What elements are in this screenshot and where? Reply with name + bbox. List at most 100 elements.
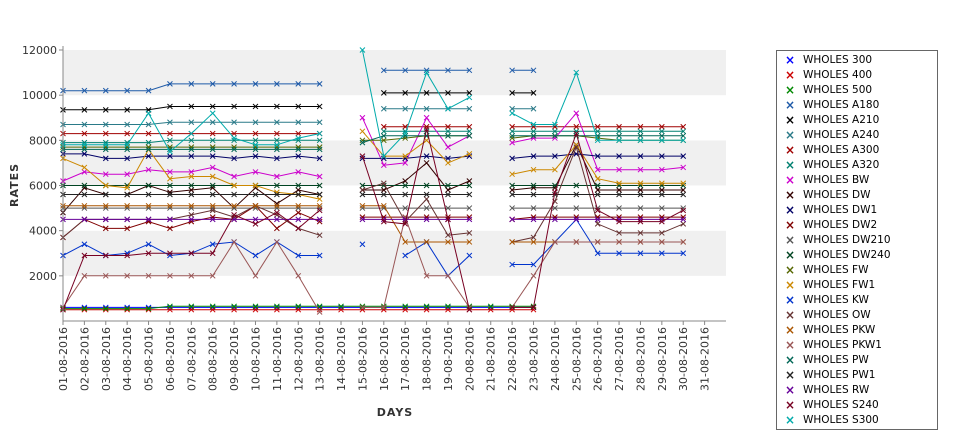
data-point-mark: [680, 191, 687, 198]
data-point-mark: [145, 202, 152, 209]
data-point-mark: [188, 146, 195, 153]
data-point-mark: [466, 105, 473, 112]
data-point: [295, 103, 302, 110]
data-point: [316, 182, 323, 189]
legend-label: WHOLES DW240: [803, 248, 891, 261]
data-point-mark: [380, 187, 387, 193]
data-point-mark: [509, 205, 515, 211]
data-point-mark: [102, 155, 109, 162]
legend-item: × WHOLES PKW1: [777, 337, 937, 352]
data-point-mark: [316, 309, 323, 315]
data-point-mark: [402, 303, 409, 310]
data-point: [445, 67, 451, 74]
data-point-mark: [445, 160, 451, 166]
data-point-mark: [423, 191, 430, 198]
data-point-mark: [359, 153, 366, 159]
legend-marker-icon: ×: [784, 217, 796, 232]
data-point: [252, 272, 259, 279]
data-point-mark: [295, 137, 302, 144]
x-tick-label: 10-08-2016: [249, 327, 262, 391]
data-point-mark: [124, 121, 131, 128]
data-point-mark: [552, 123, 558, 130]
data-point-mark: [680, 123, 687, 130]
data-point-mark: [487, 304, 494, 311]
data-point: [252, 216, 259, 223]
data-point: [423, 303, 430, 310]
data-point: [252, 304, 259, 311]
data-point-mark: [295, 303, 302, 310]
data-point-mark: [81, 272, 88, 279]
data-point-mark: [316, 218, 323, 225]
data-point: [359, 304, 366, 311]
legend-item: × WHOLES S240: [777, 397, 937, 412]
data-point: [445, 191, 451, 198]
data-point-mark: [616, 166, 622, 173]
data-point-mark: [658, 187, 665, 193]
data-point-mark: [509, 261, 515, 268]
data-point: [402, 252, 409, 259]
data-point: [445, 182, 451, 189]
data-point-mark: [445, 105, 451, 112]
data-point-mark: [423, 272, 430, 279]
data-point-mark: [124, 141, 131, 148]
data-point-mark: [316, 144, 323, 150]
data-point: [445, 216, 451, 223]
data-point: [616, 187, 622, 193]
data-point-mark: [231, 119, 237, 126]
data-point-mark: [295, 153, 302, 159]
data-point: [552, 166, 558, 173]
data-point: [188, 146, 195, 153]
data-point-mark: [316, 130, 323, 137]
data-point-mark: [637, 230, 644, 236]
data-point-mark: [552, 214, 558, 220]
data-point-mark: [509, 110, 515, 117]
data-point-mark: [295, 135, 302, 141]
data-point-mark: [252, 303, 259, 310]
data-point-mark: [552, 128, 558, 135]
data-point: [509, 216, 515, 223]
data-point-mark: [81, 106, 88, 113]
data-point-mark: [380, 205, 387, 211]
legend-label: WHOLES DW1: [803, 203, 878, 216]
data-point: [145, 110, 152, 117]
data-point-mark: [102, 306, 109, 313]
data-point-mark: [359, 214, 366, 220]
data-point: [509, 205, 515, 211]
legend-label: WHOLES KW: [803, 293, 869, 306]
data-point-mark: [252, 146, 259, 153]
data-point: [530, 121, 537, 128]
data-point-mark: [402, 205, 409, 211]
data-point-mark: [466, 182, 473, 189]
data-point: [423, 239, 430, 245]
data-point-mark: [509, 105, 515, 112]
x-tick-label: 04-08-2016: [121, 327, 134, 391]
data-point: [167, 303, 173, 310]
data-point: [509, 128, 515, 135]
legend-marker-icon: ×: [784, 352, 796, 367]
data-point-mark: [274, 209, 280, 216]
data-point: [658, 137, 665, 144]
data-point-mark: [530, 184, 537, 191]
data-point: [295, 209, 302, 216]
data-point-mark: [445, 191, 451, 198]
data-point: [167, 252, 173, 259]
data-point: [637, 239, 644, 245]
data-point: [145, 304, 152, 311]
data-point-mark: [274, 202, 280, 209]
data-point-mark: [637, 250, 644, 257]
data-point: [145, 272, 152, 279]
background-band: [63, 50, 726, 96]
data-point-mark: [637, 214, 644, 220]
data-point: [423, 205, 430, 211]
data-point-mark: [124, 252, 131, 259]
data-point: [188, 144, 195, 150]
data-point: [680, 128, 687, 135]
data-point-mark: [380, 105, 387, 112]
data-point-mark: [616, 128, 622, 135]
data-point: [102, 146, 109, 153]
x-tick-label: 16-08-2016: [378, 327, 391, 391]
data-point: [81, 141, 88, 148]
legend-item: × WHOLES PW1: [777, 367, 937, 382]
data-point: [658, 166, 665, 173]
data-point-mark: [530, 205, 537, 211]
